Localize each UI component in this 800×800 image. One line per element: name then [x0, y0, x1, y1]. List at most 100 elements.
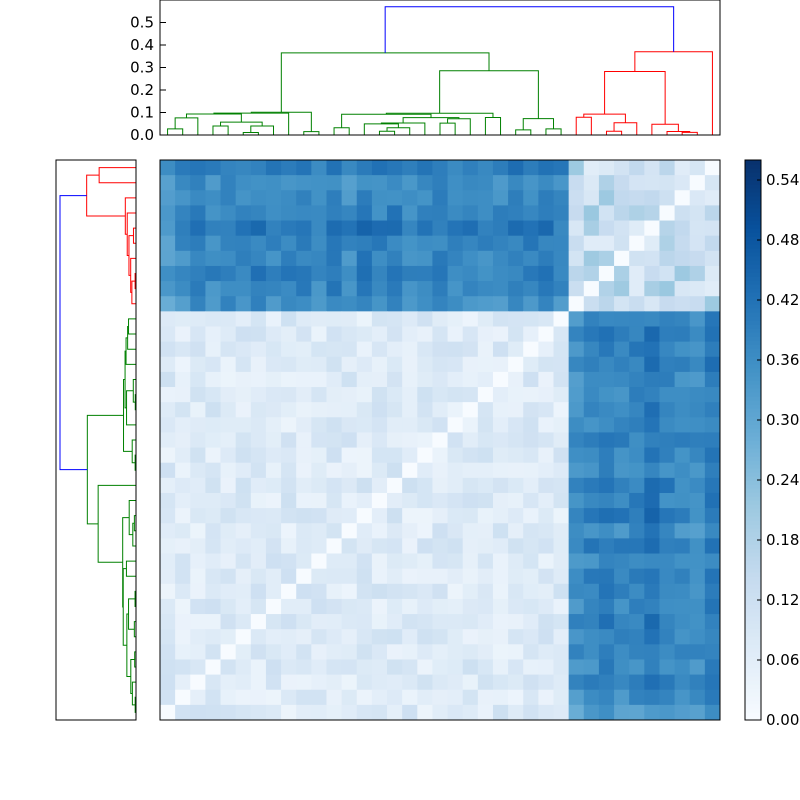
heatmap-cell: [371, 477, 388, 494]
heatmap-cell: [235, 250, 252, 267]
heatmap-cell: [629, 432, 645, 449]
heatmap-cell: [659, 296, 676, 312]
heatmap-cell: [508, 356, 524, 373]
colorbar-segment: [745, 640, 761, 645]
heatmap-cell: [371, 689, 388, 706]
heatmap-cell: [387, 644, 403, 660]
heatmap-cell: [190, 614, 206, 630]
heatmap-cell: [447, 296, 464, 312]
heatmap-cell: [674, 629, 691, 645]
heatmap-cell: [538, 190, 555, 206]
heatmap-cell: [523, 553, 539, 570]
heatmap-cell: [492, 477, 509, 494]
colorbar-segment: [745, 424, 761, 429]
y-tick-label: 0.1: [130, 104, 154, 122]
heatmap-cell: [462, 492, 479, 509]
heatmap-cell: [598, 402, 615, 418]
heatmap-cell: [629, 614, 645, 630]
heatmap-cell: [583, 553, 600, 570]
heatmap-cell: [477, 447, 494, 464]
heatmap-cell: [341, 629, 358, 645]
colorbar-segment: [745, 164, 761, 169]
heatmap-cell: [659, 644, 676, 660]
heatmap-cell: [568, 326, 585, 343]
heatmap-cell: [598, 614, 615, 630]
heatmap-cell: [568, 689, 585, 706]
heatmap-cell: [568, 250, 585, 267]
heatmap-cell: [553, 447, 570, 464]
heatmap-cell: [659, 250, 676, 267]
heatmap-cell: [629, 341, 645, 358]
heatmap-cell: [614, 175, 630, 191]
heatmap-cell: [523, 568, 539, 585]
heatmap-cell: [220, 205, 237, 222]
heatmap-cell: [523, 598, 539, 615]
heatmap-cell: [205, 387, 222, 403]
heatmap-cell: [220, 614, 237, 630]
heatmap-cell: [402, 598, 418, 615]
heatmap-cell: [462, 220, 479, 237]
heatmap-cell: [175, 553, 191, 570]
heatmap-cell: [598, 265, 615, 282]
heatmap-cell: [659, 326, 676, 343]
heatmap-cell: [281, 704, 297, 721]
heatmap-cell: [311, 447, 327, 464]
heatmap-cell: [387, 417, 403, 433]
heatmap-cell: [160, 235, 176, 252]
colorbar-segment: [745, 708, 761, 713]
dendrogram-link: [575, 116, 592, 135]
heatmap-cell: [387, 341, 403, 358]
heatmap-cell: [220, 538, 237, 555]
heatmap-cell: [583, 568, 600, 585]
heatmap-cell: [417, 598, 433, 615]
heatmap-cell: [190, 387, 206, 403]
colorbar-segment: [745, 552, 761, 557]
heatmap-cell: [553, 704, 570, 721]
heatmap-cell: [477, 462, 494, 479]
heatmap-cell: [614, 341, 630, 358]
heatmap-cell: [553, 553, 570, 570]
colorbar-tick-label: 0.42: [766, 291, 799, 309]
heatmap-cell: [175, 205, 191, 222]
heatmap-cell: [235, 508, 252, 524]
heatmap-cell: [644, 674, 660, 691]
heatmap-cell: [508, 689, 524, 706]
heatmap-cell: [644, 614, 660, 630]
heatmap-cell: [417, 583, 433, 600]
heatmap-cell: [250, 371, 267, 388]
heatmap-cell: [235, 704, 252, 721]
colorbar-segment: [745, 616, 761, 621]
heatmap-cell: [341, 311, 358, 327]
heatmap-cell: [674, 447, 691, 464]
colorbar-segment: [745, 436, 761, 441]
heatmap-cell: [296, 614, 312, 630]
dendrogram-link: [447, 118, 471, 135]
heatmap-cell: [296, 296, 312, 312]
heatmap-cell: [629, 387, 645, 403]
heatmap-cell: [220, 235, 237, 252]
heatmap-cell: [704, 250, 721, 267]
colorbar-segment: [745, 668, 761, 673]
colorbar-segment: [745, 496, 761, 501]
heatmap-cell: [281, 341, 297, 358]
heatmap-cell: [326, 704, 343, 721]
heatmap-cell: [220, 553, 237, 570]
heatmap-cell: [704, 629, 721, 645]
heatmap-cell: [659, 341, 676, 358]
heatmap-cell: [492, 311, 509, 327]
heatmap-cell: [250, 356, 267, 373]
heatmap-cell: [265, 659, 282, 676]
heatmap-cell: [220, 281, 237, 297]
heatmap-cell: [674, 659, 691, 676]
heatmap-cell: [296, 417, 312, 433]
colorbar-segment: [745, 228, 761, 233]
heatmap-cell: [462, 265, 479, 282]
heatmap-cell: [417, 659, 433, 676]
colorbar-segment: [745, 572, 761, 577]
colorbar-segment: [745, 520, 761, 525]
heatmap-cell: [583, 387, 600, 403]
colorbar-segment: [745, 252, 761, 257]
heatmap-cell: [674, 281, 691, 297]
heatmap-cell: [356, 523, 373, 539]
heatmap-cell: [477, 190, 494, 206]
